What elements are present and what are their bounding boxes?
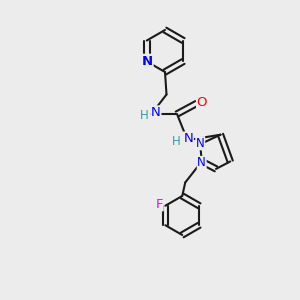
Text: N: N	[196, 137, 205, 150]
Text: N: N	[151, 106, 161, 119]
Text: H: H	[140, 109, 148, 122]
Text: H: H	[172, 135, 181, 148]
Text: N: N	[141, 55, 152, 68]
Text: N: N	[184, 132, 193, 145]
Text: N: N	[197, 157, 206, 169]
Text: O: O	[197, 95, 207, 109]
Text: F: F	[156, 198, 163, 211]
